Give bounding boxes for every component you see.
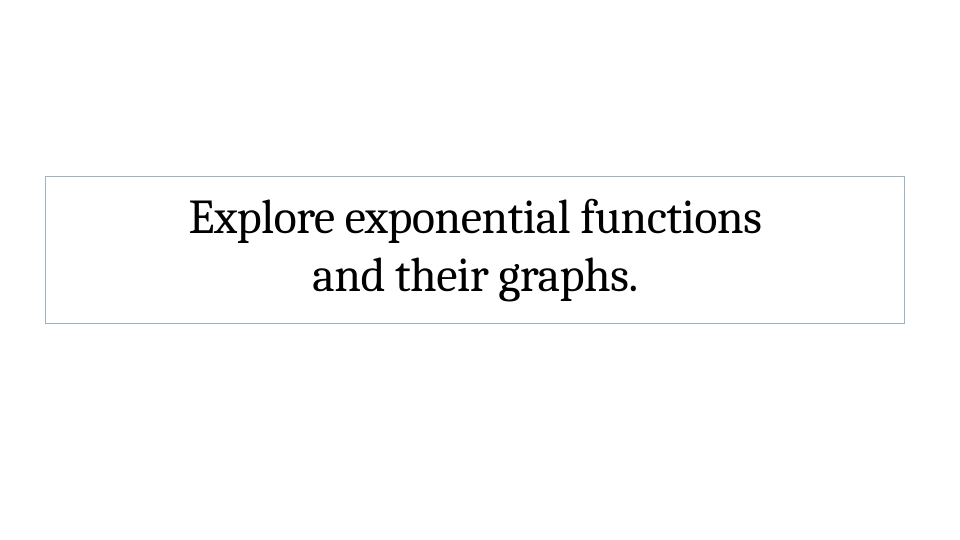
title-line-2: and their graphs.	[76, 247, 874, 305]
title-line-1: Explore exponential functions	[76, 189, 874, 247]
title-text-box: Explore exponential functions and their …	[45, 176, 905, 323]
